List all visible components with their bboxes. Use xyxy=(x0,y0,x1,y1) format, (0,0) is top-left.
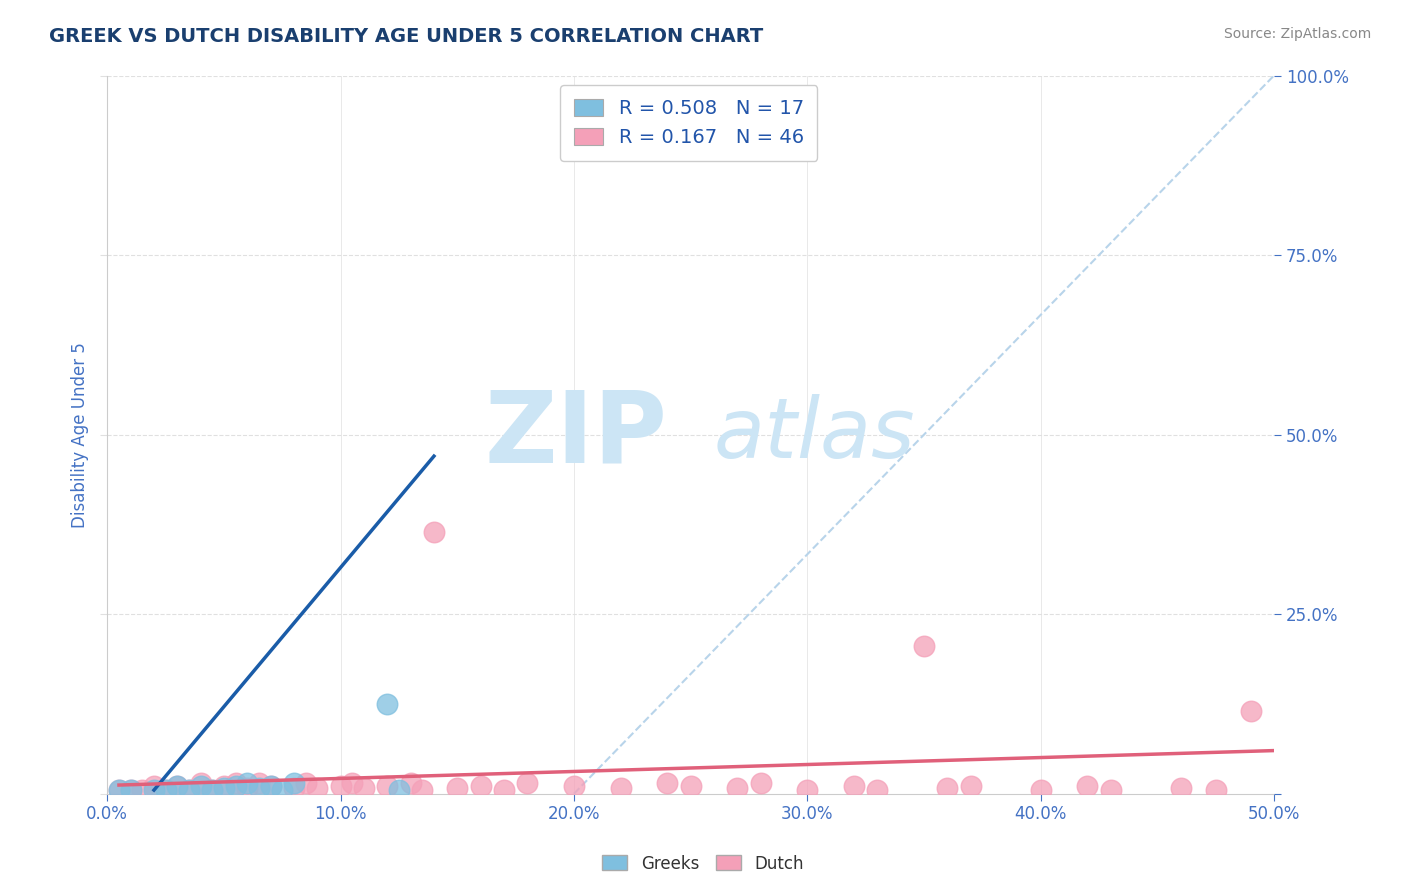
Point xyxy=(749,776,772,790)
Point xyxy=(562,780,585,794)
Point xyxy=(259,780,281,794)
Point xyxy=(247,780,270,795)
Point xyxy=(375,780,398,794)
Point xyxy=(959,780,981,794)
Point xyxy=(201,783,224,797)
Legend: Greeks, Dutch: Greeks, Dutch xyxy=(596,848,810,880)
Point xyxy=(271,783,294,797)
Point xyxy=(190,776,212,790)
Point xyxy=(446,780,468,795)
Point xyxy=(796,783,818,797)
Point xyxy=(353,780,375,795)
Point xyxy=(423,524,446,539)
Point xyxy=(225,776,247,790)
Point xyxy=(936,780,959,795)
Point xyxy=(1240,704,1263,718)
Point xyxy=(190,780,212,794)
Text: GREEK VS DUTCH DISABILITY AGE UNDER 5 CORRELATION CHART: GREEK VS DUTCH DISABILITY AGE UNDER 5 CO… xyxy=(49,27,763,45)
Point xyxy=(307,780,329,795)
Point xyxy=(236,776,259,790)
Point xyxy=(679,780,702,794)
Point xyxy=(375,697,398,711)
Point xyxy=(1076,780,1098,794)
Point xyxy=(1205,783,1227,797)
Point xyxy=(388,783,411,797)
Point xyxy=(108,783,131,797)
Point xyxy=(155,783,177,797)
Point xyxy=(225,780,247,794)
Point xyxy=(912,640,935,654)
Point xyxy=(283,776,305,790)
Point xyxy=(1099,783,1122,797)
Legend: R = 0.508   N = 17, R = 0.167   N = 46: R = 0.508 N = 17, R = 0.167 N = 46 xyxy=(561,86,817,161)
Point xyxy=(411,783,433,797)
Point xyxy=(342,776,364,790)
Point xyxy=(294,776,316,790)
Point xyxy=(329,780,352,794)
Point xyxy=(866,783,889,797)
Point xyxy=(236,780,259,795)
Point xyxy=(212,780,235,795)
Point xyxy=(155,783,177,797)
Point xyxy=(143,783,166,797)
Point xyxy=(177,783,200,797)
Point xyxy=(492,783,515,797)
Point xyxy=(842,780,865,794)
Point xyxy=(212,780,235,794)
Point xyxy=(609,780,631,795)
Point xyxy=(143,780,166,794)
Point xyxy=(259,780,281,794)
Text: Source: ZipAtlas.com: Source: ZipAtlas.com xyxy=(1223,27,1371,41)
Point xyxy=(120,783,142,797)
Point xyxy=(201,783,224,797)
Point xyxy=(399,776,422,790)
Point xyxy=(725,780,748,795)
Text: atlas: atlas xyxy=(714,394,915,475)
Point xyxy=(108,783,131,797)
Point xyxy=(283,780,305,795)
Point xyxy=(247,776,270,790)
Point xyxy=(166,780,188,794)
Text: ZIP: ZIP xyxy=(485,386,668,483)
Point xyxy=(657,776,679,790)
Point xyxy=(1029,783,1052,797)
Point xyxy=(120,783,142,797)
Point xyxy=(470,780,492,794)
Point xyxy=(177,783,200,797)
Point xyxy=(516,776,538,790)
Point xyxy=(131,783,153,797)
Point xyxy=(1170,780,1192,795)
Point xyxy=(166,780,188,794)
Y-axis label: Disability Age Under 5: Disability Age Under 5 xyxy=(72,342,89,527)
